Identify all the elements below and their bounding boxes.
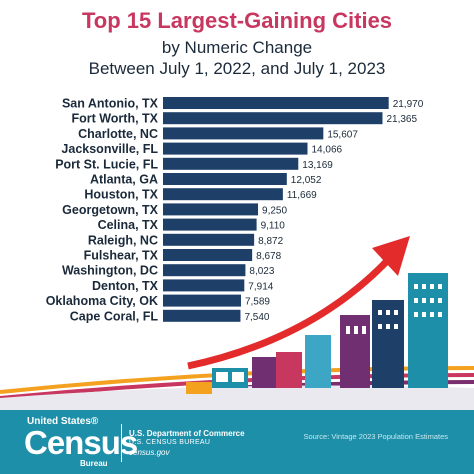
category-label: Celina, TX: [98, 218, 159, 232]
logo-census: Census: [24, 424, 138, 461]
category-label: Atlanta, GA: [90, 173, 158, 187]
bar: [163, 279, 245, 292]
category-label: San Antonio, TX: [62, 97, 159, 111]
bar: [163, 264, 246, 277]
value-label: 11,669: [287, 190, 317, 201]
bar: [163, 142, 308, 155]
category-label: Denton, TX: [92, 279, 159, 293]
value-label: 8,872: [258, 236, 283, 247]
bar: [163, 233, 255, 246]
chart-title: Top 15 Largest-Gaining Cities: [81, 8, 393, 33]
value-label: 15,607: [327, 129, 358, 140]
footer-divider: [121, 424, 122, 462]
category-label: Washington, DC: [62, 264, 158, 278]
value-label: 14,066: [311, 145, 342, 156]
value-label: 8,023: [249, 266, 274, 277]
category-label: Port St. Lucie, FL: [55, 157, 158, 171]
value-label: 9,250: [262, 205, 287, 216]
category-label: Houston, TX: [84, 188, 158, 202]
value-label: 8,678: [256, 251, 281, 262]
footer-bar: United States® Census Bureau U.S. Depart…: [0, 410, 474, 474]
bar: [163, 173, 287, 185]
bar: [163, 294, 241, 307]
value-label: 7,914: [248, 281, 273, 292]
value-label: 12,052: [291, 175, 322, 186]
logo-bureau: Bureau: [80, 459, 108, 468]
census-link[interactable]: census.gov: [129, 448, 170, 457]
bar: [163, 127, 324, 140]
bar: [163, 218, 257, 231]
growth-arrow-illustration: [187, 236, 410, 370]
bar: [163, 112, 383, 125]
bar: [163, 309, 241, 322]
chart-subtitle-line1: by Numeric Change: [161, 38, 313, 57]
bar: [163, 97, 389, 109]
value-label: 21,970: [393, 99, 424, 110]
bar: [163, 188, 283, 201]
category-label: Fulshear, TX: [84, 249, 159, 263]
category-label: Cape Coral, FL: [70, 309, 159, 323]
value-labels: 21,970 21,365 15,607 14,066 13,169 12,052 11,6…: [244, 99, 423, 323]
logo-united-states: United States®: [27, 416, 99, 427]
category-label: Georgetown, TX: [62, 203, 159, 217]
value-label: 13,169: [302, 160, 333, 171]
source-note: Source: Vintage 2023 Population Estimate…: [303, 432, 448, 441]
dept-line2: U.S. CENSUS BUREAU: [129, 439, 211, 446]
value-label: 21,365: [386, 114, 417, 125]
category-label: Raleigh, NC: [88, 233, 158, 247]
bar: [163, 157, 299, 170]
bar: [163, 203, 259, 216]
dept-line1: U.S. Department of Commerce: [129, 429, 245, 438]
category-label: Charlotte, NC: [78, 127, 158, 141]
category-label: Jacksonville, FL: [61, 142, 158, 156]
value-label: 7,589: [245, 297, 270, 308]
value-label: 9,110: [261, 221, 286, 232]
bars: [163, 97, 389, 322]
bar: [163, 249, 253, 261]
skyline-illustration: [186, 273, 448, 394]
value-label: 7,540: [244, 312, 269, 323]
category-label: Fort Worth, TX: [71, 112, 158, 126]
chart-subtitle-line2: Between July 1, 2022, and July 1, 2023: [88, 59, 386, 78]
category-label: Oklahoma City, OK: [46, 294, 158, 308]
